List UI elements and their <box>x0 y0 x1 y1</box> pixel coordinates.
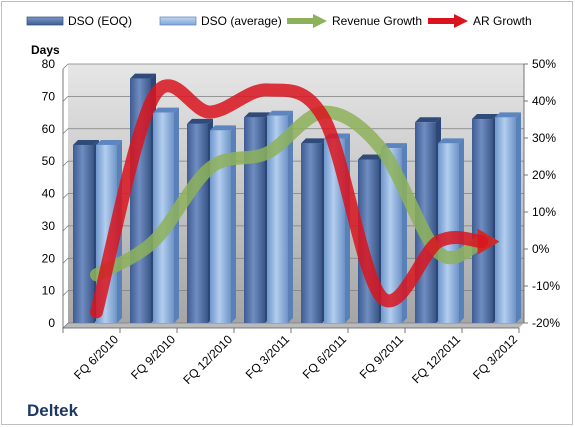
bar-dso-eoq <box>472 114 498 323</box>
y2-tick-label: -20% <box>532 316 560 330</box>
y-tick-label: 30 <box>42 219 56 233</box>
gridline-depth <box>62 322 69 329</box>
gridline-depth <box>62 290 69 296</box>
x-tick-label: FQ 9/2010 <box>128 332 178 382</box>
bar-dso-average <box>267 110 293 323</box>
gridline-depth <box>62 128 69 135</box>
y-tick-label: 40 <box>42 187 56 201</box>
y-tick-label: 0 <box>48 316 55 330</box>
legend-label-ar-growth: AR Growth <box>473 14 532 28</box>
y2-tick-label: 10% <box>532 205 556 219</box>
ar-growth-line <box>90 79 488 319</box>
x-tick-label: FQ 3/2011 <box>243 332 293 382</box>
x-tick-label: FQ 12/2011 <box>409 332 463 386</box>
y-tick-label: 50 <box>42 154 56 168</box>
x-tick-label: FQ 12/2010 <box>180 332 235 387</box>
plot-floor <box>63 323 524 328</box>
bar-dso-average <box>495 112 521 323</box>
x-tick-label: FQ 3/2012 <box>470 332 520 382</box>
legend-item-dso-eoq: DSO (EOQ) <box>26 13 161 29</box>
x-tick-label: FQ 9/2011 <box>357 332 407 382</box>
legend-item-ar-growth: AR Growth <box>426 13 546 29</box>
brand-label: Deltek <box>27 401 79 420</box>
gridline-depth <box>62 160 69 167</box>
gridline-depth <box>62 257 69 264</box>
y2-tick-label: 20% <box>532 168 556 182</box>
revenue-growth-line <box>90 105 488 282</box>
y2-tick-label: 30% <box>532 131 556 145</box>
legend-label-dso-average: DSO (average) <box>201 14 282 28</box>
gridline-depth <box>62 63 69 70</box>
y-axis-title: Days <box>31 43 60 57</box>
x-tick-label: FQ 6/2010 <box>71 332 121 382</box>
ar-growth-arrowhead <box>477 228 500 255</box>
legend-swatch-dso-eoq <box>26 16 64 26</box>
bar-dso-average <box>210 125 236 324</box>
gridline-depth <box>62 225 69 232</box>
y-tick-label: 10 <box>42 284 56 298</box>
y-tick-label: 60 <box>42 122 56 136</box>
x-tick-label: FQ 6/2011 <box>300 332 350 382</box>
legend-arrow-ar-growth-icon <box>428 14 468 28</box>
y-tick-label: 20 <box>42 251 56 265</box>
gridline-depth <box>62 96 69 102</box>
y2-tick-label: 0% <box>532 242 550 256</box>
y2-tick-label: -10% <box>532 279 560 293</box>
legend-item-dso-average: DSO (average) <box>159 13 289 29</box>
bar-dso-average <box>438 138 464 323</box>
bar-dso-eoq <box>187 118 213 323</box>
y2-tick-label: 50% <box>532 57 556 71</box>
y-tick-label: 80 <box>42 57 56 71</box>
y-tick-label: 70 <box>42 89 56 103</box>
y2-tick-label: 40% <box>532 94 556 108</box>
legend-label-dso-eoq: DSO (EOQ) <box>68 14 133 28</box>
legend-label-revenue-growth: Revenue Growth <box>332 14 423 28</box>
legend-swatch-dso-average <box>159 16 197 26</box>
bar-dso-eoq <box>301 138 327 323</box>
legend-arrow-revenue-growth-icon <box>287 14 327 28</box>
bar-dso-eoq <box>244 112 270 323</box>
gridline-depth <box>62 193 69 199</box>
legend-item-revenue-growth: Revenue Growth <box>285 13 425 29</box>
